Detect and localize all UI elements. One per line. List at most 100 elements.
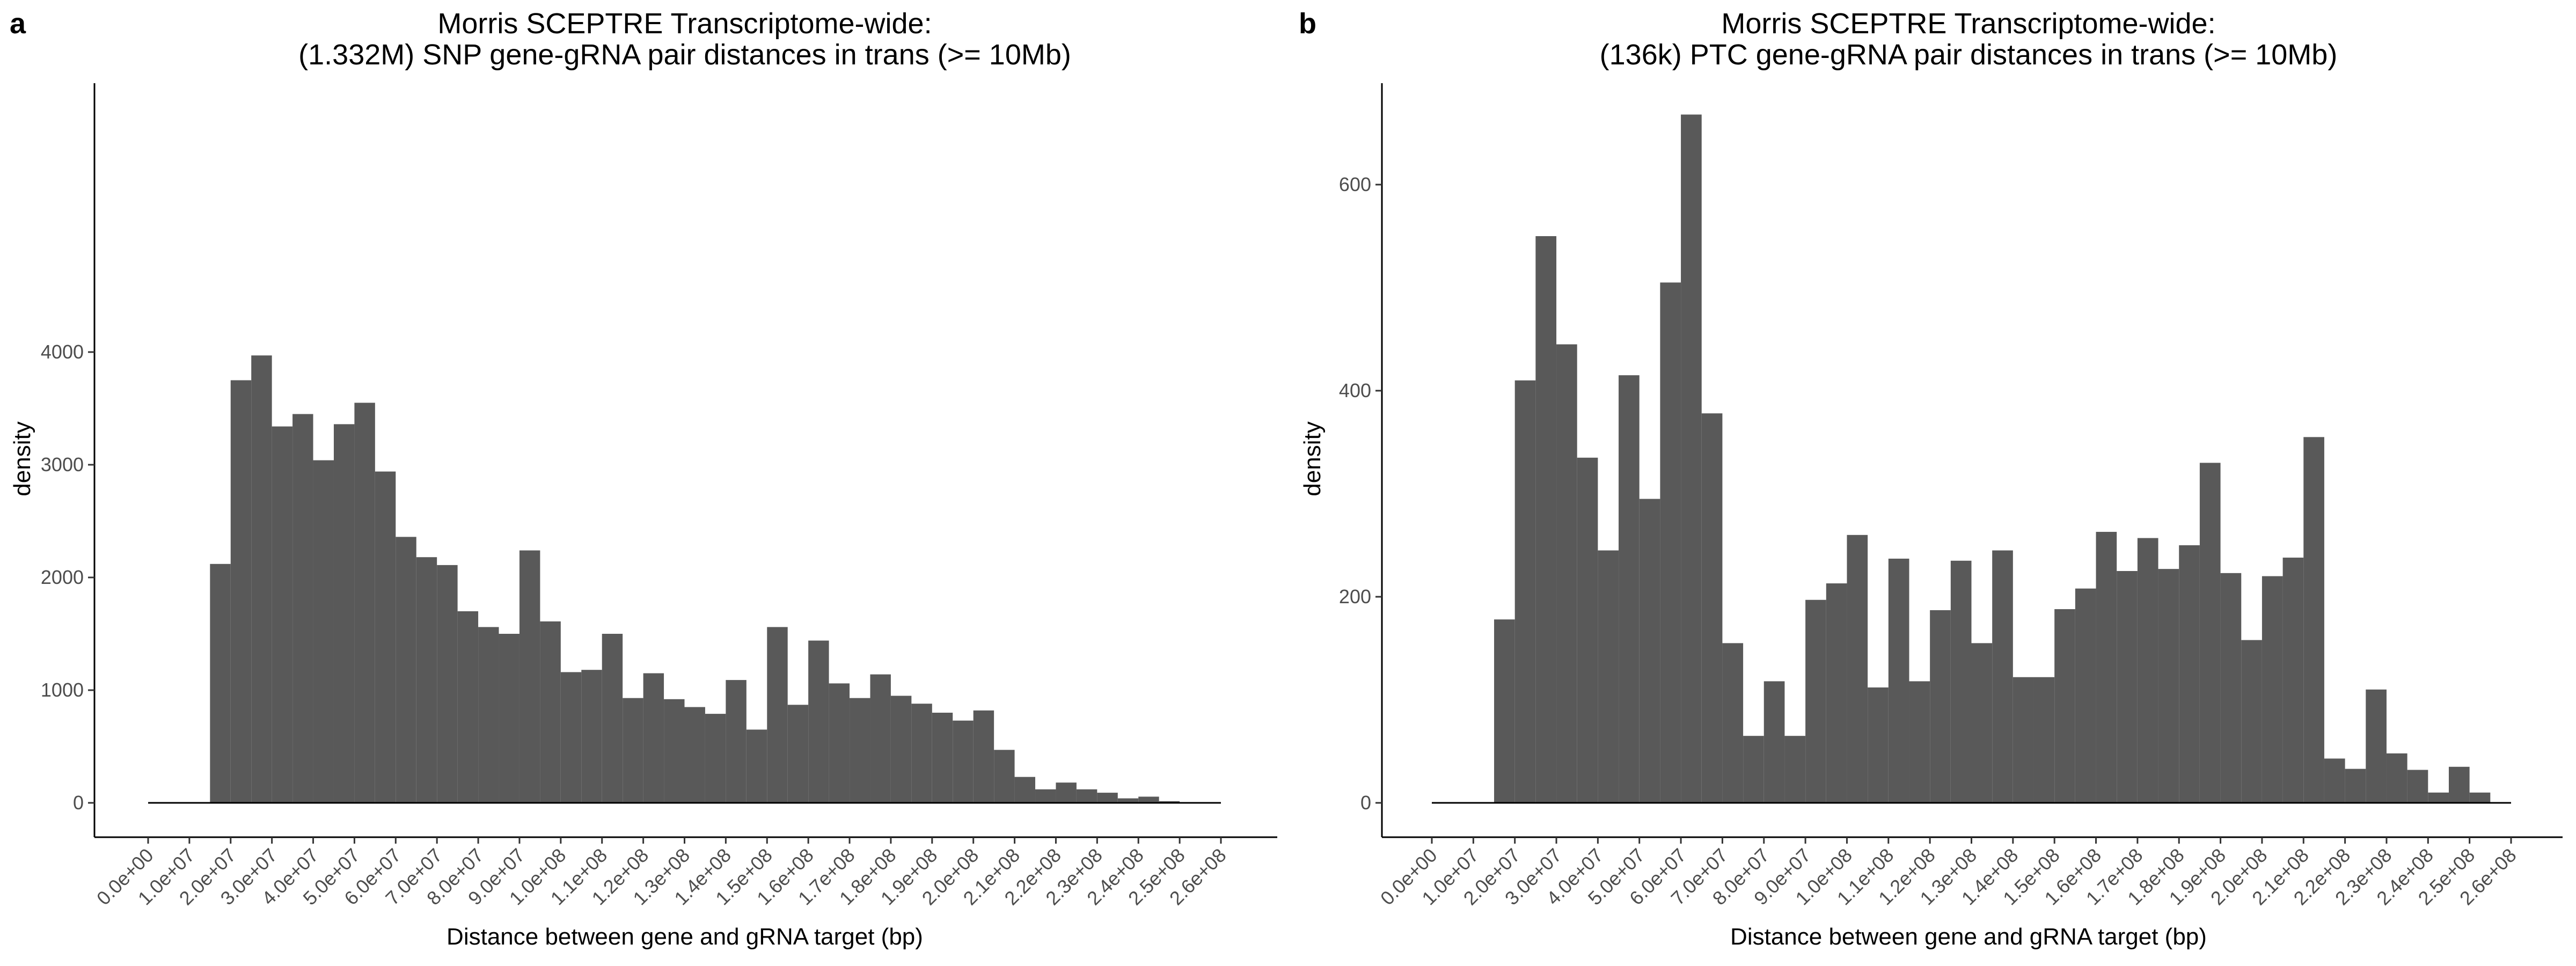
panel-tag: b xyxy=(1299,8,1316,40)
histogram-bar xyxy=(1847,535,1868,803)
histogram-bar xyxy=(2137,538,2158,803)
histogram-bar xyxy=(2241,640,2262,803)
histogram-bar xyxy=(890,696,912,803)
histogram-bar xyxy=(2428,792,2449,803)
histogram-bar xyxy=(808,640,829,803)
histogram-bar xyxy=(2262,576,2283,803)
histogram-bar xyxy=(932,713,953,803)
histogram-bar xyxy=(1930,610,1951,803)
histogram-bar xyxy=(1159,801,1180,803)
y-tick-label: 200 xyxy=(1339,586,1371,608)
histogram-bar xyxy=(1950,560,1972,803)
histogram-bar xyxy=(2075,588,2096,803)
panel-b: b Morris SCEPTRE Transcriptome-wide: (13… xyxy=(1299,8,2563,950)
histogram-bar xyxy=(2220,573,2242,803)
y-tick-label: 3000 xyxy=(41,453,84,475)
histogram-bar xyxy=(1577,457,1598,803)
y-tick-label: 1000 xyxy=(41,679,84,701)
histogram-bar xyxy=(1888,558,1909,803)
histogram-bar xyxy=(643,673,664,803)
x-axis-title: Distance between gene and gRNA target (b… xyxy=(447,924,923,950)
histogram-bar xyxy=(2386,753,2407,803)
histogram-bar xyxy=(1971,643,1993,803)
histogram-bar xyxy=(251,355,272,803)
histogram-bar xyxy=(2282,558,2304,803)
histogram-bar xyxy=(519,550,540,803)
chart-title: Morris SCEPTRE Transcriptome-wide: xyxy=(1721,8,2215,40)
y-tick-label: 600 xyxy=(1339,173,1371,195)
histogram-bar xyxy=(540,621,561,803)
histogram-bar xyxy=(1138,796,1159,803)
histogram-bar xyxy=(767,627,788,803)
histogram-bar xyxy=(1117,798,1139,803)
histogram-bar xyxy=(2469,792,2491,803)
histogram-bar xyxy=(2117,571,2138,803)
histogram-bar xyxy=(2448,766,2470,803)
histogram-bar xyxy=(2345,769,2366,803)
panel-a: a Morris SCEPTRE Transcriptome-wide: (1.… xyxy=(9,8,1277,950)
histogram-bar xyxy=(1722,643,1744,803)
histogram-bar xyxy=(1826,583,1847,803)
histogram-bar xyxy=(2054,609,2075,803)
chart-subtitle: (1.332M) SNP gene-gRNA pair distances in… xyxy=(298,39,1071,71)
histogram-bar xyxy=(1514,380,1536,803)
histogram-bar xyxy=(1992,550,2013,803)
histogram-bar xyxy=(1681,114,1702,803)
histogram-bar xyxy=(2179,545,2200,803)
histogram-bar xyxy=(2407,770,2428,803)
y-tick-label: 0 xyxy=(73,792,84,814)
histogram-bar xyxy=(1639,499,1660,803)
bars xyxy=(1494,114,2491,803)
chart-subtitle: (136k) PTC gene-gRNA pair distances in t… xyxy=(1600,39,2338,71)
histogram-bar xyxy=(787,705,809,803)
histogram-bar xyxy=(1763,681,1785,803)
histogram-bar xyxy=(705,714,726,803)
histogram-bar xyxy=(2096,532,2117,803)
histogram-bar xyxy=(2324,758,2345,803)
histogram-bar xyxy=(1056,782,1077,803)
histogram-bar xyxy=(1556,344,1577,803)
histogram-bar xyxy=(1868,687,1889,803)
histogram-bar xyxy=(1805,599,1826,803)
histogram-bar xyxy=(1035,789,1056,803)
histogram-bar xyxy=(581,670,602,803)
panel-tag: a xyxy=(10,8,26,40)
histogram-bar xyxy=(1909,681,1930,803)
histogram-bar xyxy=(953,720,974,803)
histogram-bar xyxy=(2012,677,2034,803)
histogram-bar xyxy=(272,426,293,803)
histogram-bar xyxy=(684,707,705,803)
histogram-bar xyxy=(1701,413,1723,803)
histogram-bar xyxy=(1076,789,1097,803)
histogram-bar xyxy=(1743,736,1764,803)
histogram-bar xyxy=(1660,282,1681,803)
histogram-bar xyxy=(457,611,479,803)
histogram-bar xyxy=(2303,437,2324,803)
bars xyxy=(210,355,1201,803)
y-tick-label: 2000 xyxy=(41,566,84,588)
histogram-bar xyxy=(292,414,313,803)
histogram-bar xyxy=(437,565,458,803)
histogram-bar xyxy=(911,704,932,803)
histogram-bar xyxy=(623,698,643,803)
histogram-bar xyxy=(850,698,870,803)
histogram-bar xyxy=(560,672,582,803)
histogram-bar xyxy=(375,471,396,803)
histogram-bar xyxy=(230,380,252,803)
histogram-bar xyxy=(2199,463,2221,803)
histogram-bar xyxy=(726,680,747,803)
histogram-bar xyxy=(210,564,231,803)
y-tick-label: 4000 xyxy=(41,341,84,363)
histogram-bar xyxy=(1619,375,1640,803)
histogram-bar xyxy=(829,683,850,803)
histogram-bar xyxy=(396,537,416,803)
histogram-bar xyxy=(1097,793,1118,803)
histogram-bar xyxy=(416,557,437,803)
histogram-bar xyxy=(602,634,623,803)
histogram-bar xyxy=(2158,569,2179,803)
chart-title: Morris SCEPTRE Transcriptome-wide: xyxy=(437,8,932,40)
histogram-bar xyxy=(2033,677,2055,803)
histogram-bar xyxy=(994,750,1015,803)
histogram-bar xyxy=(664,699,685,803)
